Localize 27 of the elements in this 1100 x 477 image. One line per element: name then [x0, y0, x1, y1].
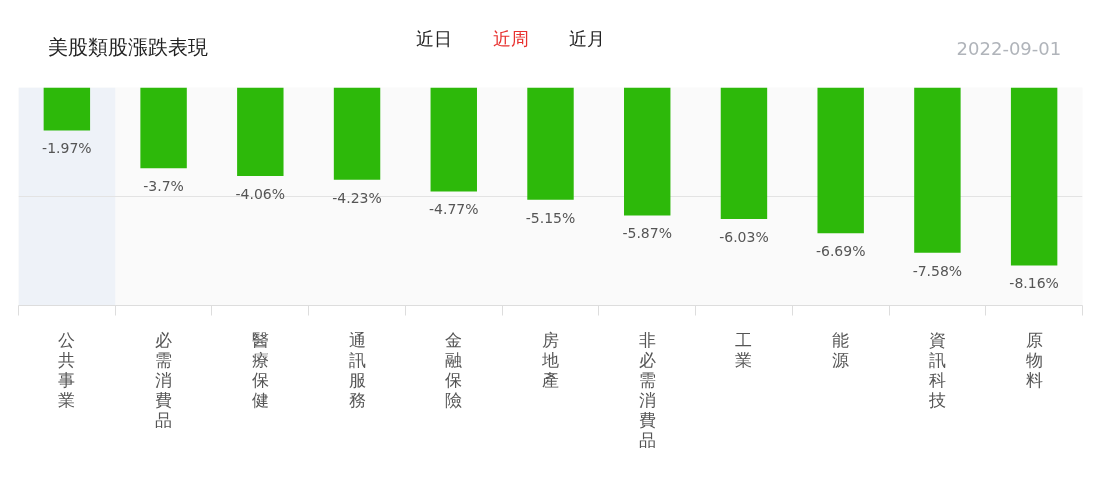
- data-label: -1.97%: [42, 140, 92, 157]
- text: 近月: [569, 28, 606, 49]
- x-tick-label: 原物料: [1025, 329, 1043, 390]
- x-tick-label: 必需消費品: [155, 329, 173, 430]
- x-tick-label: 公共事業: [58, 329, 76, 410]
- data-label: -8.16%: [1009, 275, 1059, 292]
- data-label: -5.87%: [622, 225, 672, 242]
- x-tick-label: 非必需消費品: [638, 329, 656, 450]
- chart-subtitle: 2022-09-01: [956, 38, 1062, 59]
- data-label: -4.77%: [429, 201, 479, 218]
- x-tick-label: 醫療保健: [251, 329, 269, 410]
- data-label: -5.15%: [525, 209, 576, 226]
- x-tick-label: 工業: [735, 329, 753, 370]
- x-tick-label: 通訊服務: [348, 329, 366, 410]
- x-tick-label: 能源: [832, 329, 850, 370]
- x-tick-label: 房地產: [541, 329, 559, 390]
- text: 近周: [492, 28, 529, 49]
- data-label: -7.58%: [912, 262, 963, 279]
- data-label: -4.06%: [235, 186, 286, 203]
- data-label: -4.23%: [332, 189, 382, 206]
- text: 近日: [416, 28, 453, 49]
- data-label: -3.7%: [143, 178, 184, 195]
- data-label: -6.03%: [719, 228, 769, 245]
- chart-title: 美股類股漲跌表現: [47, 34, 208, 59]
- x-tick-label: 資訊科技: [927, 329, 946, 410]
- data-label: -6.69%: [815, 243, 866, 260]
- x-tick-label: 金融保險: [445, 329, 463, 410]
